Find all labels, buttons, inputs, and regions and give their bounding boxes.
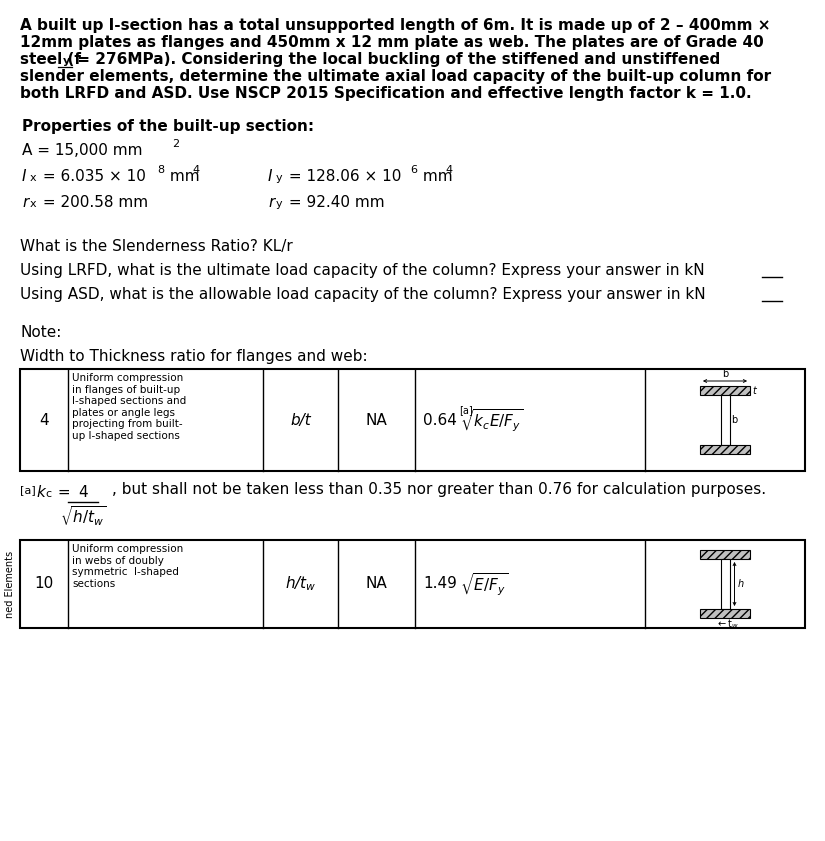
Text: slender elements, determine the ultimate axial load capacity of the built-up col: slender elements, determine the ultimate…: [20, 69, 771, 84]
Text: [a]: [a]: [459, 405, 473, 415]
Text: Width to Thickness ratio for flanges and web:: Width to Thickness ratio for flanges and…: [20, 349, 368, 364]
Text: steel (f: steel (f: [20, 52, 81, 67]
Text: h: h: [738, 579, 743, 589]
Text: 6: 6: [410, 165, 417, 175]
Text: I: I: [268, 169, 272, 184]
Bar: [20, 369, 805, 471]
Text: Properties of the built-up section:: Properties of the built-up section:: [22, 119, 314, 134]
Text: 4: 4: [78, 485, 87, 500]
Text: Note:: Note:: [20, 325, 61, 340]
Text: 2: 2: [172, 139, 179, 149]
Text: NA: NA: [365, 576, 388, 591]
Text: 0.64: 0.64: [423, 412, 457, 427]
Text: k: k: [36, 485, 45, 500]
Bar: [700, 550, 750, 559]
Text: c: c: [45, 489, 51, 499]
Text: t: t: [752, 385, 756, 395]
Text: b/t: b/t: [290, 412, 311, 427]
Text: 4: 4: [445, 165, 452, 175]
Text: y: y: [276, 199, 283, 209]
Text: x: x: [30, 173, 36, 183]
Text: , but shall not be taken less than 0.35 nor greater than 0.76 for calculation pu: , but shall not be taken less than 0.35 …: [112, 482, 766, 496]
Text: 10: 10: [35, 576, 54, 591]
Bar: [20, 540, 805, 628]
Text: 8: 8: [157, 165, 164, 175]
Text: 12mm plates as flanges and 450mm x 12 mm plate as web. The plates are of Grade 4: 12mm plates as flanges and 450mm x 12 mm…: [20, 35, 764, 50]
Text: Uniform compression
in flanges of built-up
I-shaped sections and
plates or angle: Uniform compression in flanges of built-…: [72, 373, 186, 441]
Text: $\sqrt{h/t_w}$: $\sqrt{h/t_w}$: [59, 504, 106, 528]
Bar: [720, 559, 729, 609]
Text: r: r: [22, 195, 28, 210]
Text: What is the Slenderness Ratio? KL/r: What is the Slenderness Ratio? KL/r: [20, 239, 293, 254]
Text: b: b: [722, 369, 728, 379]
Text: = 6.035 × 10: = 6.035 × 10: [38, 169, 146, 184]
Text: $\sqrt{k_c E/F_y}$: $\sqrt{k_c E/F_y}$: [460, 408, 523, 434]
Text: I: I: [22, 169, 26, 184]
Text: = 92.40 mm: = 92.40 mm: [284, 195, 384, 210]
Text: $\leftarrow$t$_w$: $\leftarrow$t$_w$: [716, 617, 740, 631]
Bar: [720, 395, 729, 445]
Text: A = 15,000 mm: A = 15,000 mm: [22, 143, 143, 158]
Text: r: r: [268, 195, 274, 210]
Text: A built up I-section has a total unsupported length of 6m. It is made up of 2 – : A built up I-section has a total unsuppo…: [20, 18, 771, 33]
Text: =: =: [53, 485, 71, 500]
Text: [a]: [a]: [20, 485, 35, 495]
Text: mm: mm: [165, 169, 200, 184]
Text: mm: mm: [418, 169, 453, 184]
Text: 4: 4: [40, 412, 49, 427]
Text: = 128.06 × 10: = 128.06 × 10: [284, 169, 402, 184]
Text: both LRFD and ASD. Use NSCP 2015 Specification and effective length factor k = 1: both LRFD and ASD. Use NSCP 2015 Specifi…: [20, 86, 752, 101]
Text: y: y: [276, 173, 283, 183]
Text: 1.49: 1.49: [423, 576, 457, 591]
Text: = 200.58 mm: = 200.58 mm: [38, 195, 148, 210]
Bar: [700, 609, 750, 618]
Text: Using ASD, what is the allowable load capacity of the column? Express your answe: Using ASD, what is the allowable load ca…: [20, 287, 705, 302]
Text: y: y: [63, 56, 70, 66]
Text: b: b: [732, 415, 738, 425]
Text: 4: 4: [192, 165, 199, 175]
Text: h/t$_w$: h/t$_w$: [285, 574, 316, 594]
Text: ned Elements: ned Elements: [5, 551, 15, 617]
Text: x: x: [30, 199, 36, 209]
Text: Using LRFD, what is the ultimate load capacity of the column? Express your answe: Using LRFD, what is the ultimate load ca…: [20, 263, 705, 278]
Text: NA: NA: [365, 412, 388, 427]
Text: = 276MPa). Considering the local buckling of the stiffened and unstiffened: = 276MPa). Considering the local bucklin…: [72, 52, 720, 67]
Bar: [700, 386, 750, 395]
Bar: [700, 445, 750, 454]
Text: $\sqrt{E/F_y}$: $\sqrt{E/F_y}$: [460, 572, 508, 598]
Text: Uniform compression
in webs of doubly
symmetric  I-shaped
sections: Uniform compression in webs of doubly sy…: [72, 544, 183, 589]
